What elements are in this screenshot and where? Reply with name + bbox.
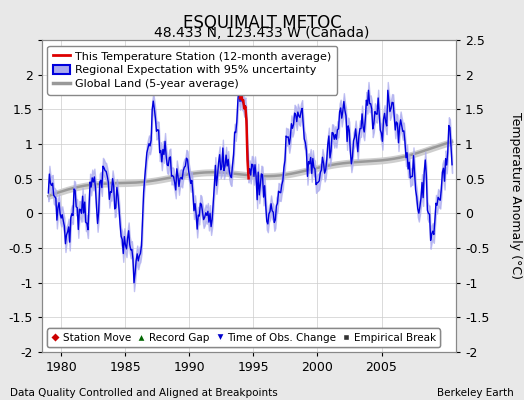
Text: Berkeley Earth: Berkeley Earth [437, 388, 514, 398]
Text: 48.433 N, 123.433 W (Canada): 48.433 N, 123.433 W (Canada) [154, 26, 370, 40]
Legend: Station Move, Record Gap, Time of Obs. Change, Empirical Break: Station Move, Record Gap, Time of Obs. C… [47, 328, 440, 347]
Y-axis label: Temperature Anomaly (°C): Temperature Anomaly (°C) [509, 112, 522, 280]
Text: ESQUIMALT METOC: ESQUIMALT METOC [183, 14, 341, 32]
Text: Data Quality Controlled and Aligned at Breakpoints: Data Quality Controlled and Aligned at B… [10, 388, 278, 398]
